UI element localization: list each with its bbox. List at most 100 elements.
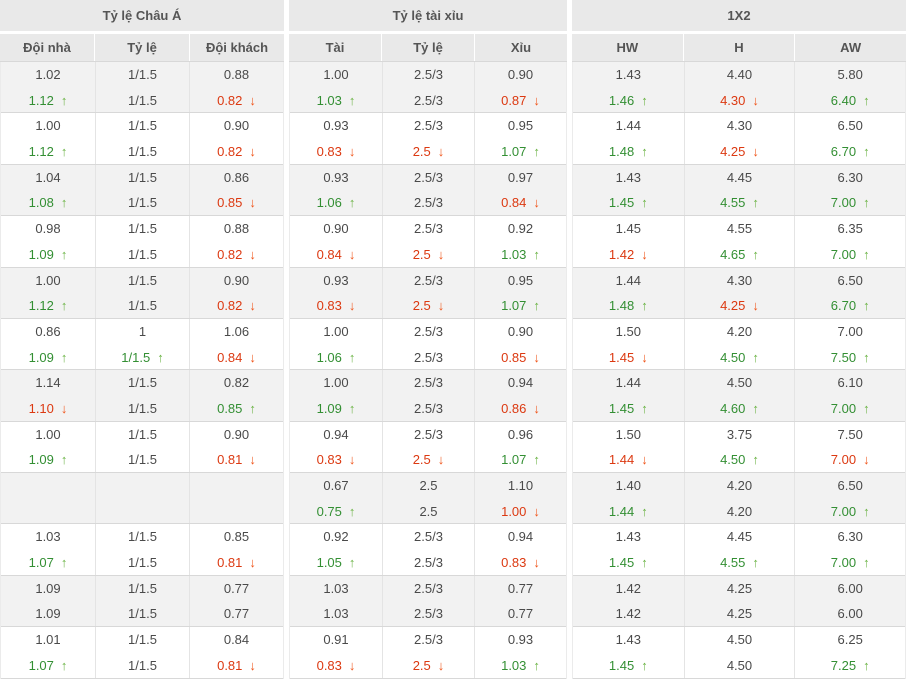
odds-cell: 1.48 ↑ — [573, 293, 684, 318]
odds-value: 0.85 — [217, 400, 243, 416]
odds-value: 1.00 — [323, 323, 349, 339]
odds-cell: 1.08 ↑ — [1, 190, 95, 215]
arrow-up-icon: ↑ — [752, 246, 759, 262]
odds-value: 0.93 — [323, 272, 349, 288]
odds-value: 4.25 — [726, 580, 753, 596]
table-row: 1.42 4.25 6.00 — [573, 575, 905, 602]
odds-value: 1.50 — [615, 426, 641, 442]
odds-cell: 1.42 — [573, 576, 684, 602]
table-row: 1.50 4.20 7.00 — [573, 318, 905, 345]
odds-value: 0.81 — [217, 452, 243, 468]
table-row: 0.84 ↓ 2.5 ↓ 1.03 ↑ — [290, 241, 566, 268]
table-row: 1.45 ↑ 4.50 7.25 ↑ — [573, 652, 905, 679]
column-header-home-win: HW — [572, 34, 683, 61]
odds-value: 1.03 — [501, 246, 527, 262]
odds-cell: 4.50 ↑ — [683, 447, 795, 472]
odds-cell — [189, 473, 283, 499]
odds-cell: 0.77 — [474, 601, 566, 627]
odds-cell: 4.25 ↓ — [683, 139, 795, 164]
odds-cell: 1/1.5 ↑ — [95, 344, 189, 370]
odds-value: 6.00 — [837, 580, 863, 596]
odds-cell: 3.75 — [683, 421, 795, 448]
odds-cell — [95, 498, 189, 524]
odds-value: 1.43 — [615, 529, 641, 545]
odds-cell: 1.44 ↓ — [573, 447, 684, 472]
table-row: 1.45 ↑ 4.55 ↑ 7.00 ↑ — [573, 550, 905, 576]
arrow-up-icon: ↑ — [533, 246, 540, 262]
arrow-down-icon: ↓ — [437, 246, 445, 262]
odds-value: 7.00 — [837, 323, 863, 339]
odds-cell: 6.50 — [794, 267, 905, 294]
table-row — [1, 473, 283, 499]
odds-value: 1.44 — [608, 452, 635, 468]
table-row: 1.43 4.45 6.30 — [573, 164, 905, 191]
column-header-under: Xỉu — [475, 34, 567, 61]
odds-value: 0.81 — [217, 555, 243, 571]
odds-value: 0.81 — [217, 657, 243, 673]
odds-cell: 2.5/3 — [382, 267, 474, 294]
table-row: 1.00 1/1.5 0.90 — [1, 113, 283, 140]
odds-cell: 2.5/3 — [382, 601, 474, 627]
odds-value: 0.97 — [507, 169, 534, 185]
odds-cell: 1.00 — [290, 319, 382, 345]
odds-cell: 1/1.5 — [95, 627, 189, 653]
odds-cell: 4.55 — [683, 216, 795, 242]
table-row: 0.93 2.5/3 0.95 — [290, 267, 566, 294]
table-row: 1.09 1/1.5 0.77 — [1, 601, 283, 628]
odds-value: 2.5/3 — [414, 606, 443, 622]
odds-cell: 6.00 — [794, 575, 905, 602]
odds-cell: 4.65 ↑ — [683, 241, 795, 267]
arrow-up-icon: ↑ — [641, 400, 648, 416]
odds-cell: 0.85 — [189, 524, 283, 551]
odds-value: 4.50 — [720, 452, 746, 468]
odds-value: 1/1.5 — [128, 144, 157, 160]
odds-value: 0.67 — [323, 478, 349, 493]
odds-cell: 4.50 — [683, 370, 795, 396]
table-row: 0.83 ↓ 2.5 ↓ 1.07 ↑ — [290, 447, 566, 473]
odds-cell: 1.05 ↑ — [290, 550, 382, 575]
odds-cell: 1.01 — [1, 627, 95, 653]
asian-odds-rows: 1.02 1/1.5 0.88 1.12 ↑ 1/1.5 0.82 ↓ 1.00 1/1.5 0.9… — [0, 62, 284, 679]
odds-cell: 2.5/3 — [382, 524, 474, 551]
odds-value: 1/1.5 — [128, 92, 157, 108]
arrow-up-icon: ↑ — [533, 144, 540, 160]
odds-cell: 7.50 — [794, 421, 905, 448]
odds-cell: 4.55 ↑ — [683, 190, 795, 216]
odds-cell: 1.03 — [290, 601, 382, 626]
odds-cell: 0.82 ↓ — [189, 241, 283, 267]
odds-cell: 0.97 — [474, 164, 566, 191]
odds-value: 2.5 — [412, 452, 431, 468]
odds-value: 1.06 — [316, 349, 342, 365]
odds-value: 1.07 — [501, 144, 527, 160]
odds-value: 1.45 — [608, 555, 635, 571]
odds-value: 1.40 — [615, 478, 641, 493]
odds-value: 0.84 — [501, 195, 527, 211]
odds-cell: 0.67 — [290, 473, 382, 499]
odds-cell: 2.5/3 — [382, 421, 474, 448]
odds-value: 0.87 — [501, 92, 527, 108]
odds-value: 1.03 — [501, 657, 527, 673]
odds-value: 1.00 — [35, 272, 61, 288]
odds-value: 7.00 — [830, 400, 857, 416]
arrow-up-icon: ↑ — [60, 452, 68, 468]
table-row: 1.50 3.75 7.50 — [573, 421, 905, 448]
table-row: 1.48 ↑ 4.25 ↓ 6.70 ↑ — [573, 139, 905, 165]
odds-cell: 1.09 ↑ — [1, 345, 95, 370]
odds-value: 4.45 — [726, 529, 753, 545]
odds-value: 1.00 — [323, 67, 349, 82]
odds-value: 4.25 — [720, 298, 746, 314]
odds-cell: 1.45 ↑ — [573, 550, 684, 575]
odds-cell: 2.5/3 — [382, 395, 474, 421]
odds-value: 1.44 — [615, 272, 641, 288]
odds-value: 1.06 — [223, 323, 250, 339]
arrow-up-icon: ↑ — [60, 92, 68, 108]
odds-value: 4.30 — [726, 272, 753, 288]
odds-cell: 1.45 ↓ — [573, 345, 684, 370]
table-row: 1.46 ↑ 4.30 ↓ 6.40 ↑ — [573, 87, 905, 114]
table-row: 1.03 1/1.5 0.85 — [1, 524, 283, 551]
odds-value: 0.93 — [323, 118, 349, 134]
odds-cell: 1.44 — [573, 268, 684, 294]
arrow-up-icon: ↑ — [533, 452, 540, 468]
odds-cell: 1.43 — [573, 627, 684, 653]
arrow-up-icon: ↑ — [60, 144, 68, 160]
